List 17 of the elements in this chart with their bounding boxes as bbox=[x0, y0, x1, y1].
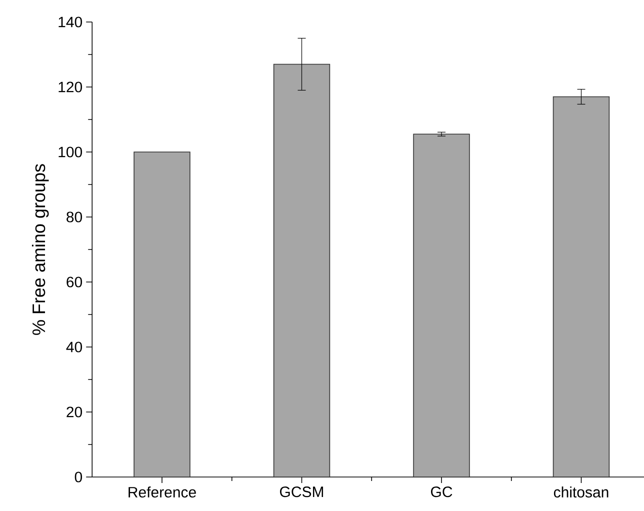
x-tick-label: GC bbox=[431, 486, 452, 498]
bar bbox=[552, 96, 610, 478]
y-tick-label: 140 bbox=[58, 16, 82, 28]
y-tick-label: 20 bbox=[66, 406, 82, 418]
x-tick-label: Reference bbox=[128, 486, 196, 498]
y-tick-label: 80 bbox=[66, 212, 82, 222]
x-tick-label: GCSM bbox=[280, 486, 324, 498]
y-tick-label: 40 bbox=[66, 342, 82, 352]
x-tick-label: chitosan bbox=[554, 486, 608, 498]
y-tick-label: 100 bbox=[58, 146, 82, 158]
bar bbox=[134, 152, 190, 478]
y-tick-label: 0 bbox=[74, 472, 82, 482]
bar bbox=[273, 64, 330, 478]
bar bbox=[413, 134, 470, 478]
y-axis-title: % Free amino groups bbox=[32, 164, 49, 335]
y-tick-label: 120 bbox=[58, 82, 82, 92]
y-tick-label: 60 bbox=[66, 276, 82, 288]
